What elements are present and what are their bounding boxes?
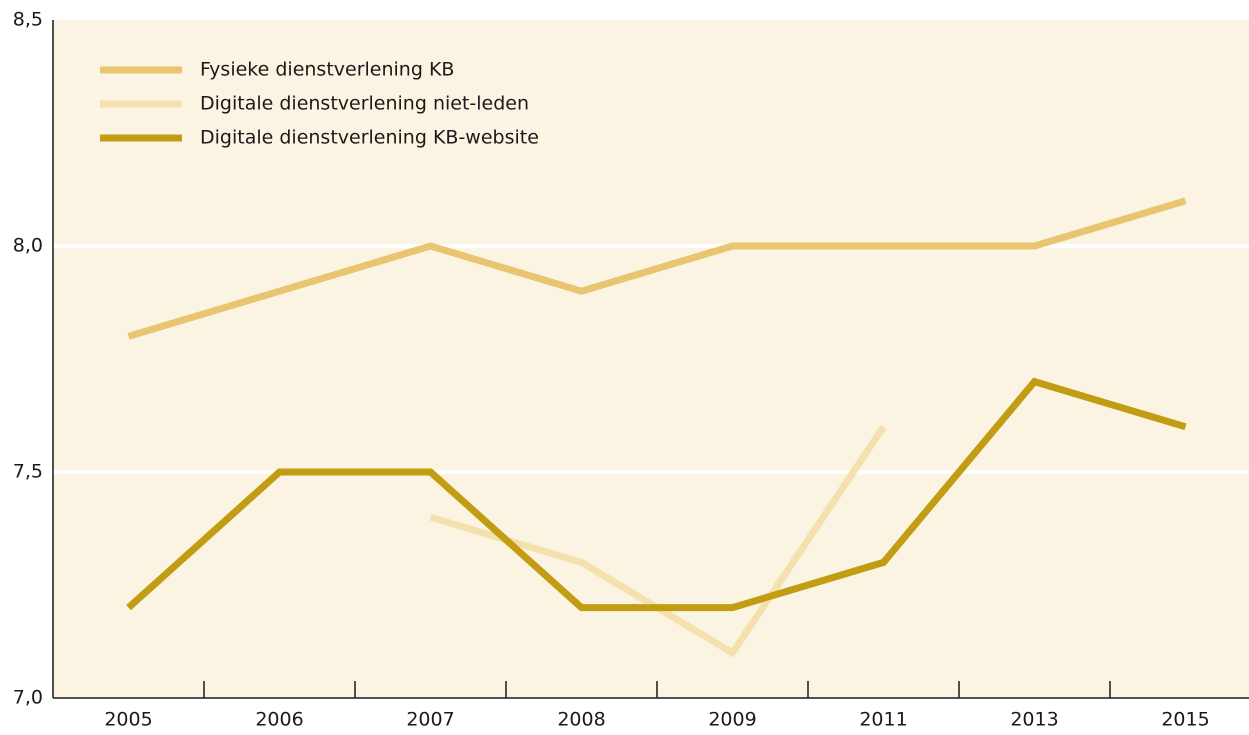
legend-label: Fysieke dienstverlening KB — [200, 59, 454, 81]
legend-label: Digitale dienstverlening KB-website — [200, 127, 539, 149]
y-tick-label: 8,0 — [13, 235, 43, 257]
x-tick-label: 2006 — [255, 709, 303, 731]
legend-label: Digitale dienstverlening niet-leden — [200, 93, 529, 115]
x-tick-label: 2015 — [1161, 709, 1209, 731]
y-tick-label: 7,0 — [13, 687, 43, 709]
x-tick-label: 2008 — [557, 709, 605, 731]
y-tick-label: 7,5 — [13, 461, 43, 483]
x-tick-label: 2005 — [104, 709, 152, 731]
x-tick-label: 2009 — [708, 709, 756, 731]
x-tick-label: 2011 — [859, 709, 907, 731]
plot-background — [53, 20, 1249, 698]
series-line — [127, 197, 1187, 340]
y-tick-label: 8,5 — [13, 9, 43, 31]
x-tick-label: 2007 — [406, 709, 454, 731]
series-line — [126, 377, 1187, 612]
x-tick-label: 2013 — [1010, 709, 1058, 731]
